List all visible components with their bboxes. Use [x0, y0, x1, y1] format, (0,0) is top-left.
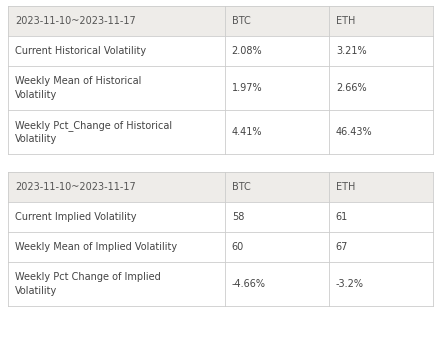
Bar	[8, 232, 433, 262]
Text: 46.43%: 46.43%	[336, 127, 373, 137]
Text: 1.97%: 1.97%	[232, 83, 262, 93]
Text: Weekly Pct Change of Implied
Volatility: Weekly Pct Change of Implied Volatility	[15, 272, 161, 296]
Text: BTC: BTC	[232, 182, 250, 192]
Bar	[8, 262, 433, 306]
Text: Weekly Mean of Historical
Volatility: Weekly Mean of Historical Volatility	[15, 76, 142, 99]
Text: 2023-11-10~2023-11-17: 2023-11-10~2023-11-17	[15, 16, 136, 26]
Text: 61: 61	[336, 212, 348, 222]
Bar	[8, 66, 433, 110]
Bar	[8, 172, 433, 202]
Text: BTC: BTC	[232, 16, 250, 26]
Text: 60: 60	[232, 242, 244, 252]
Text: 2.66%: 2.66%	[336, 83, 366, 93]
Text: Current Implied Volatility: Current Implied Volatility	[15, 212, 137, 222]
Text: 2.08%: 2.08%	[232, 46, 262, 56]
Text: Weekly Mean of Implied Volatility: Weekly Mean of Implied Volatility	[15, 242, 177, 252]
Bar	[8, 110, 433, 154]
Text: Weekly Pct_Change of Historical
Volatility: Weekly Pct_Change of Historical Volatili…	[15, 120, 172, 144]
Bar	[8, 6, 433, 36]
Text: ETH: ETH	[336, 182, 355, 192]
Text: 2023-11-10~2023-11-17: 2023-11-10~2023-11-17	[15, 182, 136, 192]
Text: 67: 67	[336, 242, 348, 252]
Text: -4.66%: -4.66%	[232, 279, 266, 289]
Text: -3.2%: -3.2%	[336, 279, 364, 289]
Text: 58: 58	[232, 212, 244, 222]
Text: ETH: ETH	[336, 16, 355, 26]
Bar	[8, 202, 433, 232]
Text: Current Historical Volatility: Current Historical Volatility	[15, 46, 146, 56]
Text: 4.41%: 4.41%	[232, 127, 262, 137]
Text: 3.21%: 3.21%	[336, 46, 366, 56]
Bar	[8, 36, 433, 66]
